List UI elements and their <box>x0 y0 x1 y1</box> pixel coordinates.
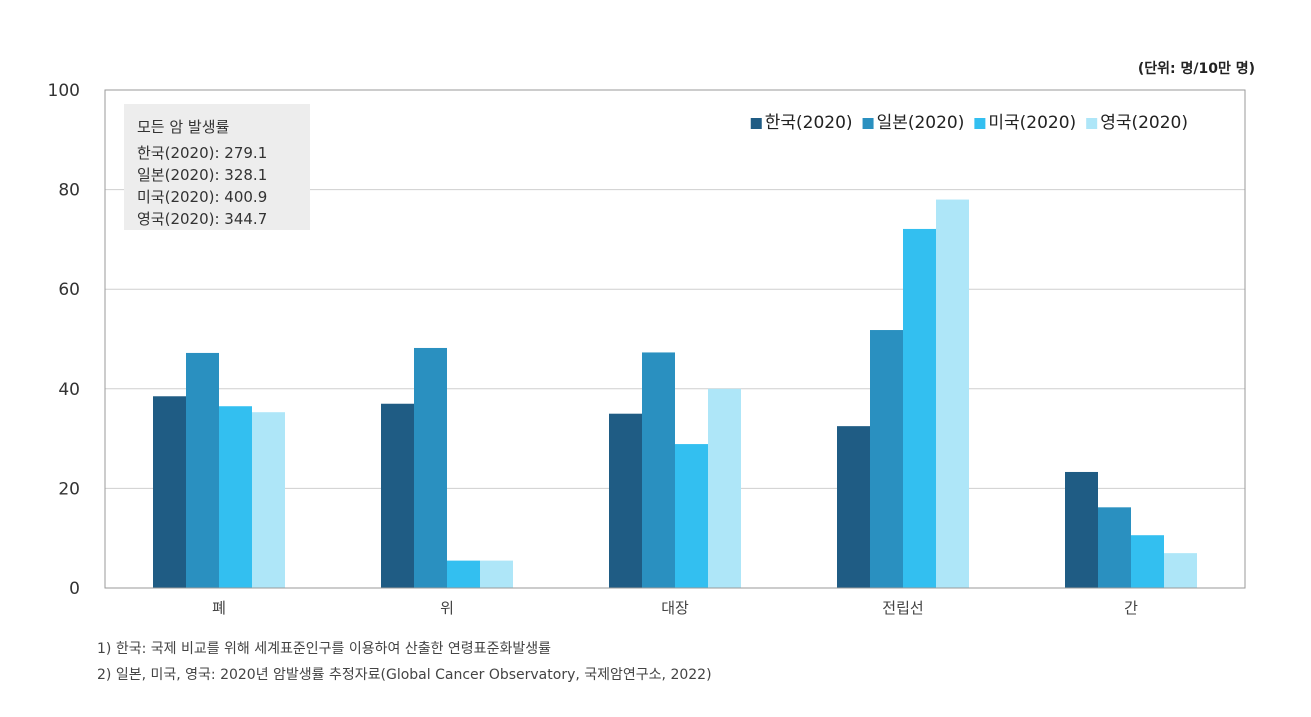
legend-label: 미국(2020) <box>988 113 1076 133</box>
summary-box-background <box>124 104 310 230</box>
y-tick-label: 60 <box>58 280 80 300</box>
legend-item: 영국(2020) <box>1086 113 1188 133</box>
summary-box-title: 모든 암 발생률 <box>137 118 230 136</box>
legend-label: 한국(2020) <box>765 113 853 133</box>
legend-swatch <box>974 118 986 129</box>
y-tick-label: 40 <box>58 380 80 400</box>
legend-swatch <box>1086 118 1098 129</box>
bar <box>870 330 903 588</box>
bar <box>837 426 870 588</box>
legend-item: 미국(2020) <box>974 113 1076 133</box>
category-label: 대장 <box>661 599 689 617</box>
y-tick-label: 20 <box>58 479 80 499</box>
summary-box-line: 미국(2020): 400.9 <box>137 188 267 206</box>
bars <box>153 199 1197 588</box>
unit-label: (단위: 명/10만 명) <box>1137 61 1255 77</box>
bar <box>1164 553 1197 588</box>
category-label: 전립선 <box>882 599 923 617</box>
summary-box-line: 한국(2020): 279.1 <box>137 144 267 162</box>
category-label: 폐 <box>212 599 226 617</box>
bar <box>381 403 414 588</box>
bar <box>708 388 741 588</box>
summary-box-line: 일본(2020): 328.1 <box>137 166 267 184</box>
bar <box>447 560 480 588</box>
summary-box: 모든 암 발생률 한국(2020): 279.1 일본(2020): 328.1… <box>124 104 310 230</box>
bar <box>153 396 186 588</box>
footnote: 1) 한국: 국제 비교를 위해 세계표준인구를 이용하여 산출한 연령표준화발… <box>97 641 551 657</box>
bar <box>252 412 285 588</box>
legend-item: 한국(2020) <box>750 113 853 133</box>
legend-label: 일본(2020) <box>877 113 965 133</box>
x-axis: 폐 위 대장 전립선 간 <box>212 599 1138 617</box>
summary-box-line: 영국(2020): 344.7 <box>137 210 267 228</box>
category-label: 간 <box>1124 599 1138 617</box>
y-axis: 0 20 40 60 80 100 <box>48 81 80 599</box>
bar <box>1098 507 1131 588</box>
bar <box>936 199 969 588</box>
y-tick-label: 80 <box>58 181 80 201</box>
bar <box>414 347 447 588</box>
bar <box>903 228 936 588</box>
bar-chart: 0 20 40 60 80 100 폐 위 대장 전립선 간 모든 암 발생률 한국(2020):… <box>48 81 1246 617</box>
category-label: 위 <box>440 599 454 617</box>
footnotes: 1) 한국: 국제 비교를 위해 세계표준인구를 이용하여 산출한 연령표준화발… <box>97 636 712 688</box>
bar <box>642 352 675 588</box>
plot-frame <box>104 89 1246 589</box>
bar <box>219 406 252 588</box>
legend-label: 영국(2020) <box>1100 113 1188 133</box>
bar <box>186 352 219 588</box>
bar <box>675 444 708 588</box>
legend-swatch <box>862 118 874 129</box>
bar <box>1131 535 1164 588</box>
legend-swatch <box>750 118 762 129</box>
bar <box>609 413 642 588</box>
bar <box>1065 471 1098 588</box>
y-tick-label: 0 <box>69 579 80 599</box>
legend-item: 일본(2020) <box>862 113 965 133</box>
bar <box>480 560 513 588</box>
legend: 한국(2020) 일본(2020) 미국(2020) 영국(2020) <box>750 113 1188 133</box>
footnote: 2) 일본, 미국, 영국: 2020년 암발생률 추정자료(Global Ca… <box>97 667 712 683</box>
y-tick-label: 100 <box>48 81 80 101</box>
